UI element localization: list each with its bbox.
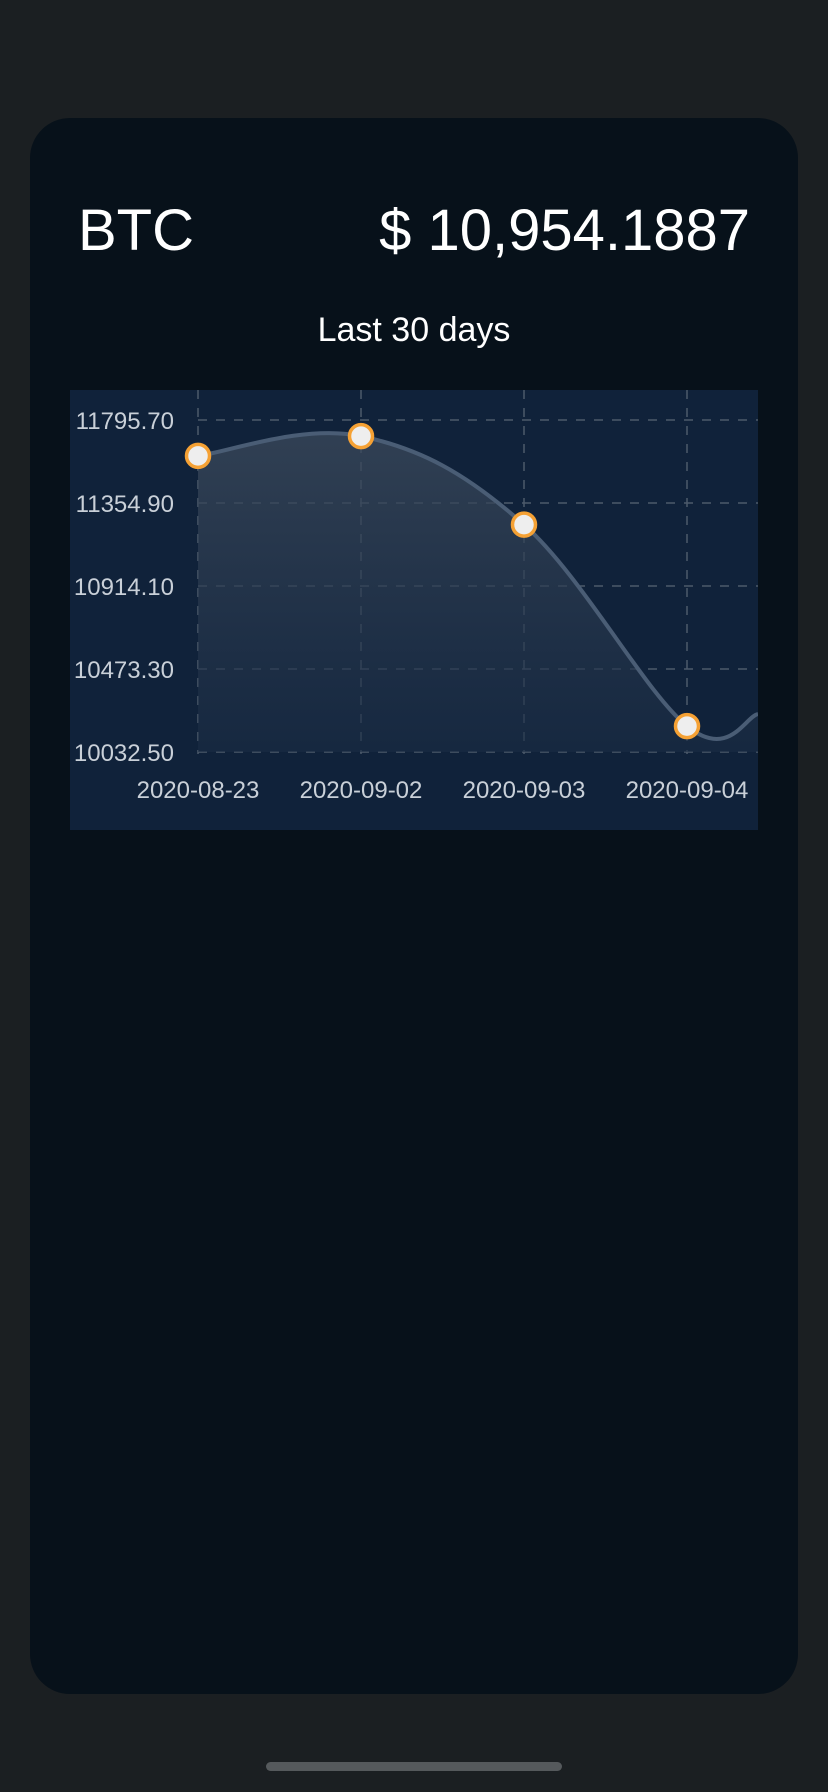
home-indicator[interactable] — [266, 1762, 562, 1771]
data-point[interactable] — [510, 511, 538, 538]
y-tick-label: 10473.30 — [74, 657, 174, 684]
y-tick-label: 11354.90 — [76, 491, 174, 518]
data-point[interactable] — [184, 442, 212, 470]
price-chart-svg: 11795.70 11354.90 10914.10 10473.30 10032.50… — [74, 390, 758, 804]
data-point[interactable] — [673, 712, 701, 740]
coin-detail-card: BTC $ 10,954.1887 Last 30 days 11795.70 1… — [30, 118, 798, 1694]
y-tick-label: 11795.70 — [76, 408, 174, 435]
coin-price: $ 10,954.1887 — [379, 198, 750, 263]
y-tick-label: 10914.10 — [74, 574, 174, 601]
coin-symbol: BTC — [78, 198, 194, 263]
price-area-fill — [198, 433, 758, 752]
x-tick-label: 2020-09-02 — [300, 777, 423, 804]
y-tick-label: 10032.50 — [74, 740, 174, 767]
coin-header: BTC $ 10,954.1887 — [78, 186, 750, 276]
period-label: Last 30 days — [317, 311, 511, 349]
x-tick-label: 2020-09-04 — [626, 777, 749, 804]
x-tick-label: 2020-08-23 — [137, 777, 260, 804]
x-tick-label: 2020-09-03 — [463, 777, 586, 804]
price-chart[interactable]: 11795.70 11354.90 10914.10 10473.30 10032.50… — [70, 390, 758, 830]
data-point[interactable] — [347, 422, 375, 450]
